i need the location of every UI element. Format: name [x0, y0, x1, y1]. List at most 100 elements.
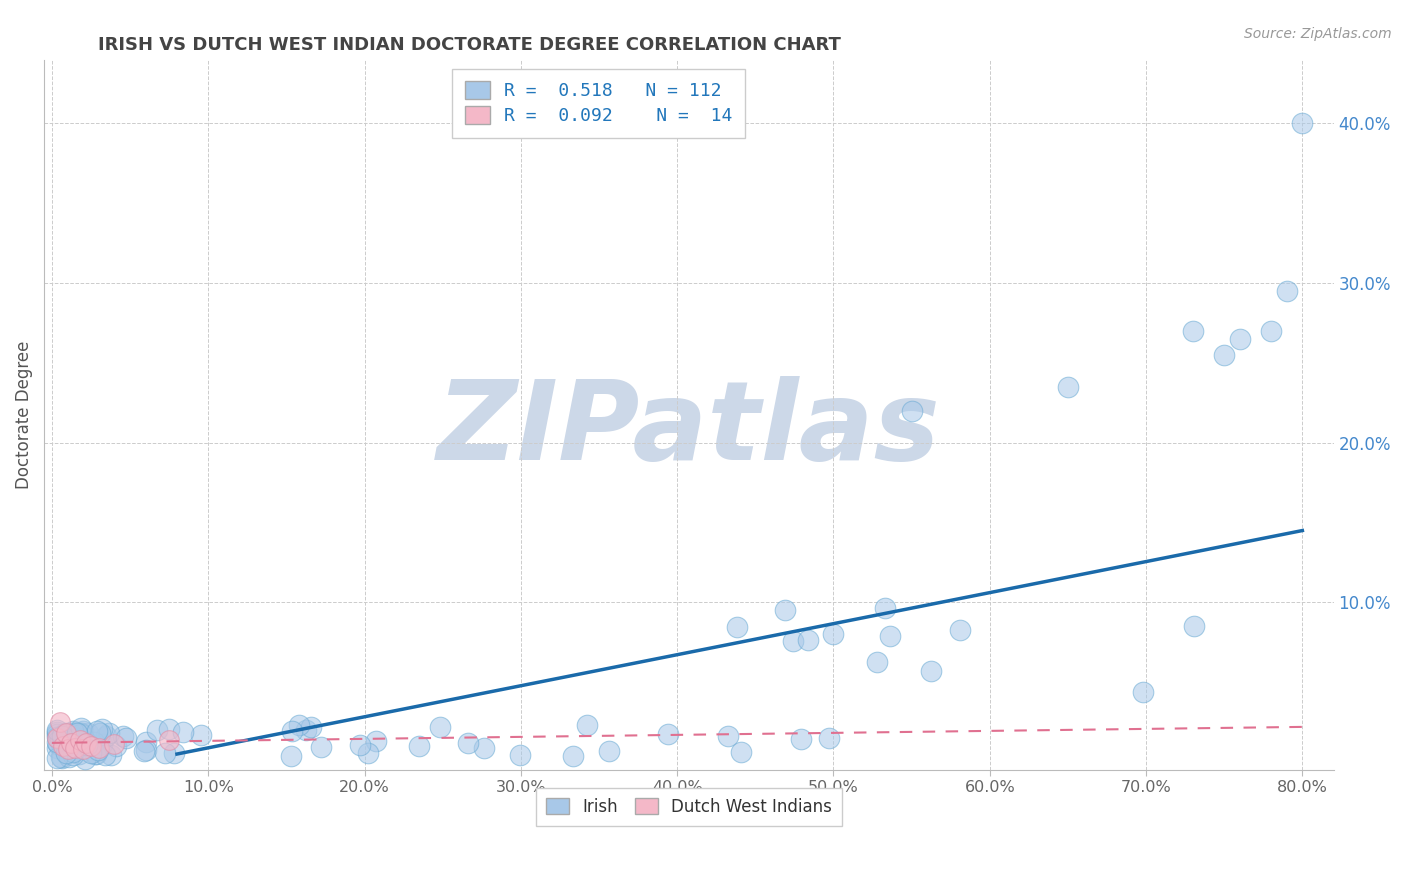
Irish — [84, 747, 107, 761]
Irish — [59, 732, 82, 747]
Irish — [89, 726, 111, 740]
Irish — [83, 734, 105, 748]
Irish — [53, 739, 76, 753]
Irish — [145, 723, 167, 738]
Irish — [53, 726, 76, 740]
Irish — [51, 750, 73, 764]
Irish — [45, 740, 67, 755]
Irish — [299, 720, 322, 734]
Irish — [1275, 284, 1298, 298]
Irish — [59, 726, 82, 740]
Irish — [366, 734, 388, 748]
Irish — [51, 737, 73, 751]
Irish — [472, 740, 495, 755]
Irish — [349, 738, 371, 752]
Irish — [87, 743, 110, 757]
Irish — [67, 742, 90, 756]
Irish — [155, 747, 177, 761]
Irish — [782, 634, 804, 648]
Irish — [135, 743, 157, 757]
Irish — [730, 745, 752, 759]
Irish — [65, 737, 87, 751]
Irish — [657, 726, 679, 740]
Dutch West Indians — [52, 739, 75, 753]
Irish — [45, 723, 67, 737]
Irish — [818, 731, 841, 746]
Irish — [62, 745, 84, 759]
Irish — [134, 744, 156, 758]
Irish — [63, 742, 86, 756]
Dutch West Indians — [48, 715, 70, 730]
Irish — [865, 655, 887, 669]
Irish — [1213, 348, 1236, 362]
Irish — [65, 727, 87, 741]
Dutch West Indians — [56, 742, 79, 756]
Irish — [281, 724, 304, 739]
Irish — [1132, 685, 1154, 699]
Irish — [91, 737, 114, 751]
Irish — [70, 736, 93, 750]
Irish — [76, 726, 98, 740]
Irish — [96, 729, 118, 743]
Irish — [76, 738, 98, 752]
Irish — [45, 750, 67, 764]
Irish — [879, 629, 901, 643]
Irish — [59, 738, 82, 752]
Irish — [55, 746, 77, 760]
Irish — [58, 750, 80, 764]
Irish — [69, 727, 91, 741]
Irish — [135, 735, 157, 749]
Dutch West Indians — [59, 736, 82, 750]
Irish — [1260, 324, 1282, 338]
Irish — [114, 731, 136, 745]
Irish — [65, 725, 87, 739]
Irish — [62, 733, 84, 747]
Irish — [1057, 380, 1080, 394]
Y-axis label: Doctorate Degree: Doctorate Degree — [15, 341, 32, 489]
Text: Source: ZipAtlas.com: Source: ZipAtlas.com — [1244, 27, 1392, 41]
Irish — [309, 740, 332, 755]
Irish — [775, 603, 797, 617]
Irish — [53, 741, 76, 756]
Irish — [873, 600, 896, 615]
Irish — [66, 726, 89, 740]
Dutch West Indians — [80, 739, 103, 753]
Irish — [62, 747, 84, 762]
Irish — [45, 731, 67, 745]
Dutch West Indians — [65, 740, 87, 755]
Irish — [357, 746, 380, 760]
Irish — [62, 724, 84, 739]
Irish — [70, 726, 93, 740]
Irish — [598, 744, 620, 758]
Dutch West Indians — [87, 740, 110, 755]
Irish — [717, 729, 740, 743]
Irish — [93, 747, 115, 762]
Irish — [280, 749, 302, 764]
Irish — [59, 732, 82, 747]
Irish — [51, 729, 73, 743]
Irish — [509, 747, 531, 762]
Irish — [72, 723, 94, 738]
Dutch West Indians — [45, 731, 67, 745]
Text: IRISH VS DUTCH WEST INDIAN DOCTORATE DEGREE CORRELATION CHART: IRISH VS DUTCH WEST INDIAN DOCTORATE DEG… — [98, 36, 841, 54]
Irish — [1291, 116, 1313, 130]
Dutch West Indians — [72, 742, 94, 756]
Dutch West Indians — [69, 732, 91, 747]
Irish — [67, 740, 90, 755]
Irish — [86, 747, 108, 761]
Irish — [104, 739, 127, 753]
Irish — [86, 723, 108, 738]
Irish — [408, 739, 430, 753]
Dutch West Indians — [103, 738, 125, 752]
Irish — [457, 735, 479, 749]
Irish — [562, 749, 585, 764]
Irish — [900, 404, 922, 418]
Irish — [576, 717, 599, 731]
Irish — [67, 747, 90, 762]
Irish — [295, 723, 318, 738]
Irish — [1182, 619, 1205, 633]
Irish — [45, 725, 67, 739]
Irish — [75, 751, 97, 765]
Irish — [190, 728, 212, 742]
Irish — [429, 720, 451, 734]
